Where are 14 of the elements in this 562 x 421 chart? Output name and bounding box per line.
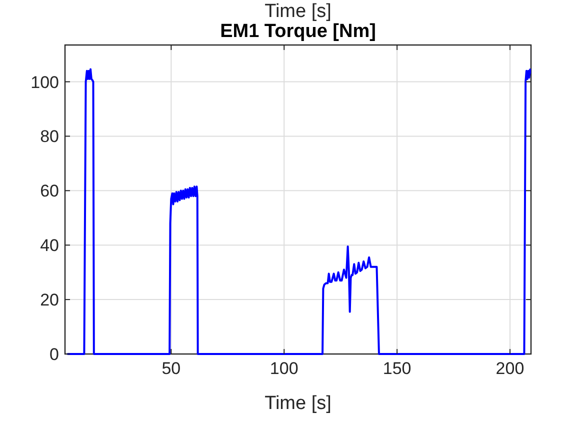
x-axis-title: Time [s]	[264, 393, 332, 414]
text: Time [s]	[264, 1, 332, 22]
x-tick-label: 50	[162, 359, 181, 378]
y-tick-label: 0	[50, 345, 59, 364]
y-tick-label: 100	[30, 72, 59, 92]
y-tick-label: 40	[40, 236, 59, 256]
y-tick-label: 80	[40, 127, 59, 146]
chart-title: EM1 Torque [Nm]	[220, 21, 376, 42]
x-tick-label: 100	[270, 359, 298, 378]
y-tick-label: 20	[40, 290, 59, 310]
x-tick-label: 200	[496, 359, 524, 378]
x-tick-label: 150	[382, 359, 412, 378]
y-tick-label: 60	[40, 182, 59, 201]
line-series	[66, 68, 531, 355]
